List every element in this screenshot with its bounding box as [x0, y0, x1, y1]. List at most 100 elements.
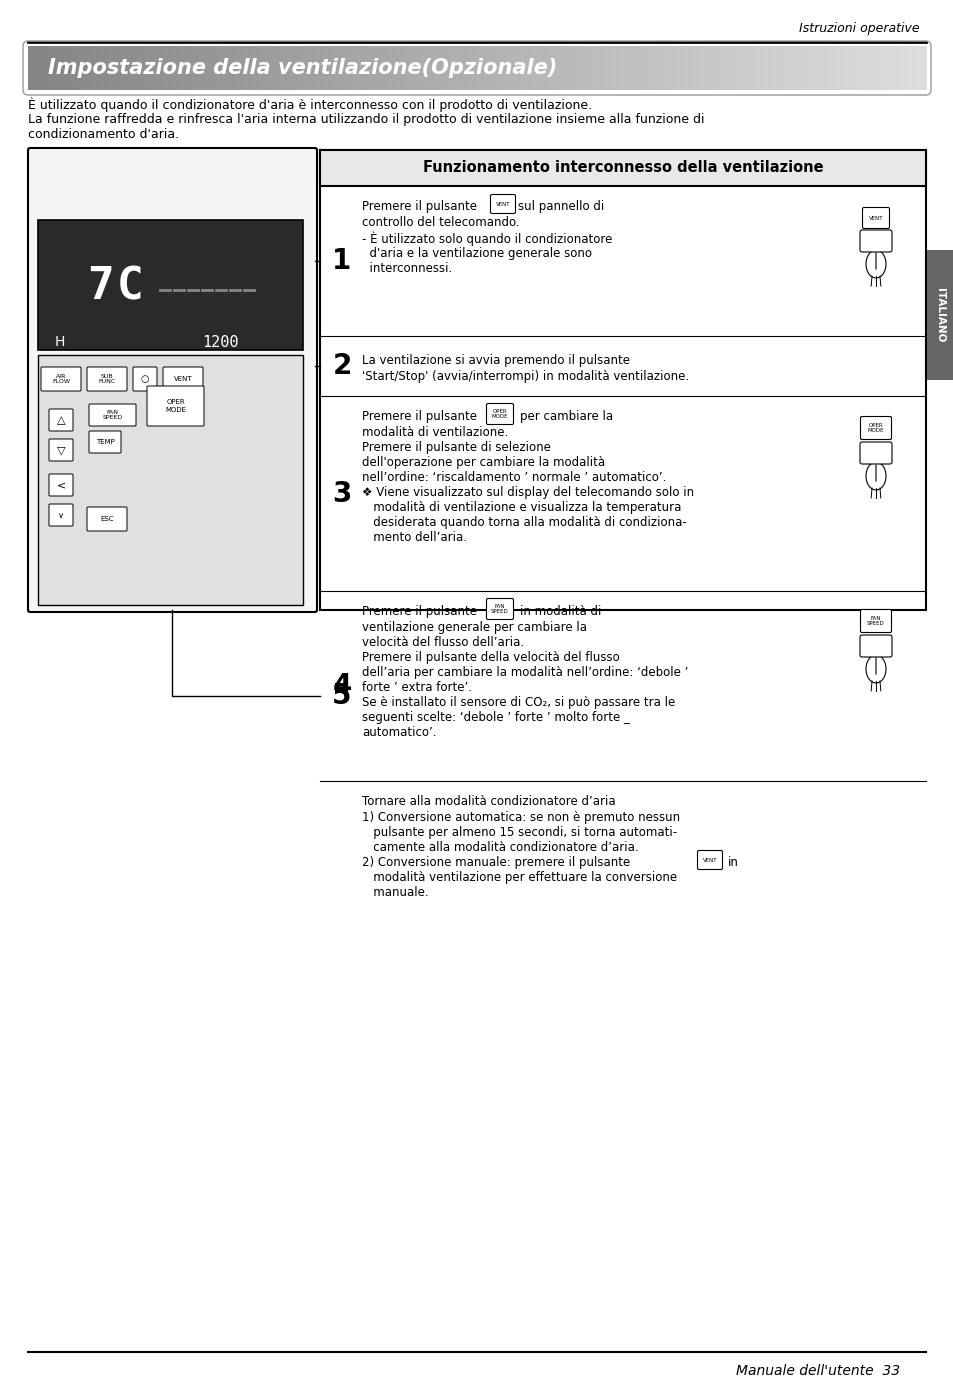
Text: Manuale dell'utente  33: Manuale dell'utente 33: [735, 1364, 899, 1378]
Bar: [315, 46, 325, 90]
Bar: [808, 46, 818, 90]
Bar: [763, 46, 773, 90]
Text: modalità di ventilazione.: modalità di ventilazione.: [361, 426, 508, 440]
Bar: [611, 46, 620, 90]
Bar: [414, 46, 423, 90]
Bar: [172, 46, 181, 90]
Text: VENT: VENT: [496, 202, 510, 206]
Bar: [405, 46, 415, 90]
Text: modalità di ventilazione e visualizza la temperatura: modalità di ventilazione e visualizza la…: [361, 501, 680, 514]
Bar: [153, 46, 163, 90]
Text: <: <: [56, 480, 66, 490]
Bar: [781, 46, 791, 90]
Text: ▽: ▽: [56, 445, 65, 455]
Text: dell’aria per cambiare la modalità nell’ordine: ‘debole ’: dell’aria per cambiare la modalità nell’…: [361, 666, 688, 679]
FancyBboxPatch shape: [49, 475, 73, 496]
Text: VENT: VENT: [702, 857, 717, 862]
Bar: [288, 46, 297, 90]
Text: 4: 4: [332, 672, 352, 700]
Text: manuale.: manuale.: [361, 886, 428, 899]
Text: forte ’ extra forte’.: forte ’ extra forte’.: [361, 680, 472, 694]
Text: 2) Conversione manuale: premere il pulsante: 2) Conversione manuale: premere il pulsa…: [361, 855, 630, 869]
Text: FAN
SPEED: FAN SPEED: [102, 410, 122, 420]
Bar: [423, 46, 432, 90]
Text: controllo del telecomando.: controllo del telecomando.: [361, 216, 519, 230]
Bar: [871, 46, 881, 90]
Bar: [521, 46, 531, 90]
Text: ITALIANO: ITALIANO: [934, 288, 944, 342]
FancyBboxPatch shape: [89, 431, 121, 454]
Bar: [548, 46, 558, 90]
Text: OPER
MODE: OPER MODE: [491, 409, 508, 419]
Text: 1200: 1200: [201, 335, 238, 350]
Text: SUB
FUNC: SUB FUNC: [98, 374, 115, 385]
Text: △: △: [56, 414, 65, 426]
FancyBboxPatch shape: [859, 230, 891, 252]
Bar: [198, 46, 208, 90]
Bar: [261, 46, 271, 90]
Bar: [234, 46, 244, 90]
Bar: [135, 46, 145, 90]
Bar: [38, 220, 303, 350]
Text: ventilazione generale per cambiare la: ventilazione generale per cambiare la: [361, 622, 586, 634]
Bar: [728, 46, 738, 90]
Bar: [755, 46, 764, 90]
Text: 3: 3: [332, 479, 352, 508]
Text: in modalità di: in modalità di: [519, 605, 600, 617]
Bar: [319, 150, 925, 610]
Bar: [862, 46, 872, 90]
Bar: [360, 46, 370, 90]
Text: VENT: VENT: [173, 377, 193, 382]
FancyBboxPatch shape: [697, 850, 721, 869]
Text: VENT: VENT: [868, 216, 882, 220]
Bar: [145, 46, 154, 90]
Text: 1) Conversione automatica: se non è premuto nessun: 1) Conversione automatica: se non è prem…: [361, 811, 679, 825]
Text: sul pannello di: sul pannello di: [517, 200, 603, 213]
Ellipse shape: [865, 251, 885, 279]
Bar: [566, 46, 576, 90]
Bar: [458, 46, 468, 90]
Bar: [82, 46, 91, 90]
Bar: [503, 46, 513, 90]
Bar: [127, 46, 136, 90]
Bar: [665, 46, 675, 90]
Bar: [468, 46, 477, 90]
Bar: [898, 46, 907, 90]
Text: ○: ○: [141, 374, 149, 384]
FancyBboxPatch shape: [89, 405, 136, 426]
Bar: [37, 46, 47, 90]
FancyBboxPatch shape: [49, 409, 73, 431]
Bar: [351, 46, 360, 90]
Bar: [163, 46, 172, 90]
Bar: [100, 46, 110, 90]
Bar: [55, 46, 65, 90]
Text: È utilizzato quando il condizionatore d'aria è interconnesso con il prodotto di : È utilizzato quando il condizionatore d'…: [28, 98, 592, 112]
Text: seguenti scelte: ‘debole ’ forte ’ molto forte _: seguenti scelte: ‘debole ’ forte ’ molto…: [361, 711, 629, 724]
FancyBboxPatch shape: [860, 609, 890, 633]
FancyBboxPatch shape: [859, 636, 891, 657]
Bar: [826, 46, 836, 90]
Bar: [72, 46, 82, 90]
Text: 7: 7: [87, 265, 113, 308]
Bar: [513, 46, 522, 90]
Text: La ventilazione si avvia premendo il pulsante: La ventilazione si avvia premendo il pul…: [361, 354, 629, 367]
Text: condizionamento d'aria.: condizionamento d'aria.: [28, 127, 179, 141]
Bar: [377, 46, 387, 90]
Bar: [485, 46, 495, 90]
Text: ESC: ESC: [100, 517, 113, 522]
Text: La funzione raffredda e rinfresca l'aria interna utilizzando il prodotto di vent: La funzione raffredda e rinfresca l'aria…: [28, 113, 703, 126]
Text: Premere il pulsante: Premere il pulsante: [361, 605, 476, 617]
Bar: [674, 46, 683, 90]
Bar: [907, 46, 917, 90]
Bar: [342, 46, 352, 90]
Bar: [620, 46, 630, 90]
Bar: [638, 46, 647, 90]
Bar: [790, 46, 800, 90]
Text: ❖ Viene visualizzato sul display del telecomando solo in: ❖ Viene visualizzato sul display del tel…: [361, 486, 694, 498]
Bar: [306, 46, 315, 90]
Bar: [836, 46, 844, 90]
FancyBboxPatch shape: [87, 367, 127, 391]
Bar: [889, 46, 899, 90]
Bar: [719, 46, 728, 90]
Text: FAN
SPEED: FAN SPEED: [491, 603, 508, 615]
